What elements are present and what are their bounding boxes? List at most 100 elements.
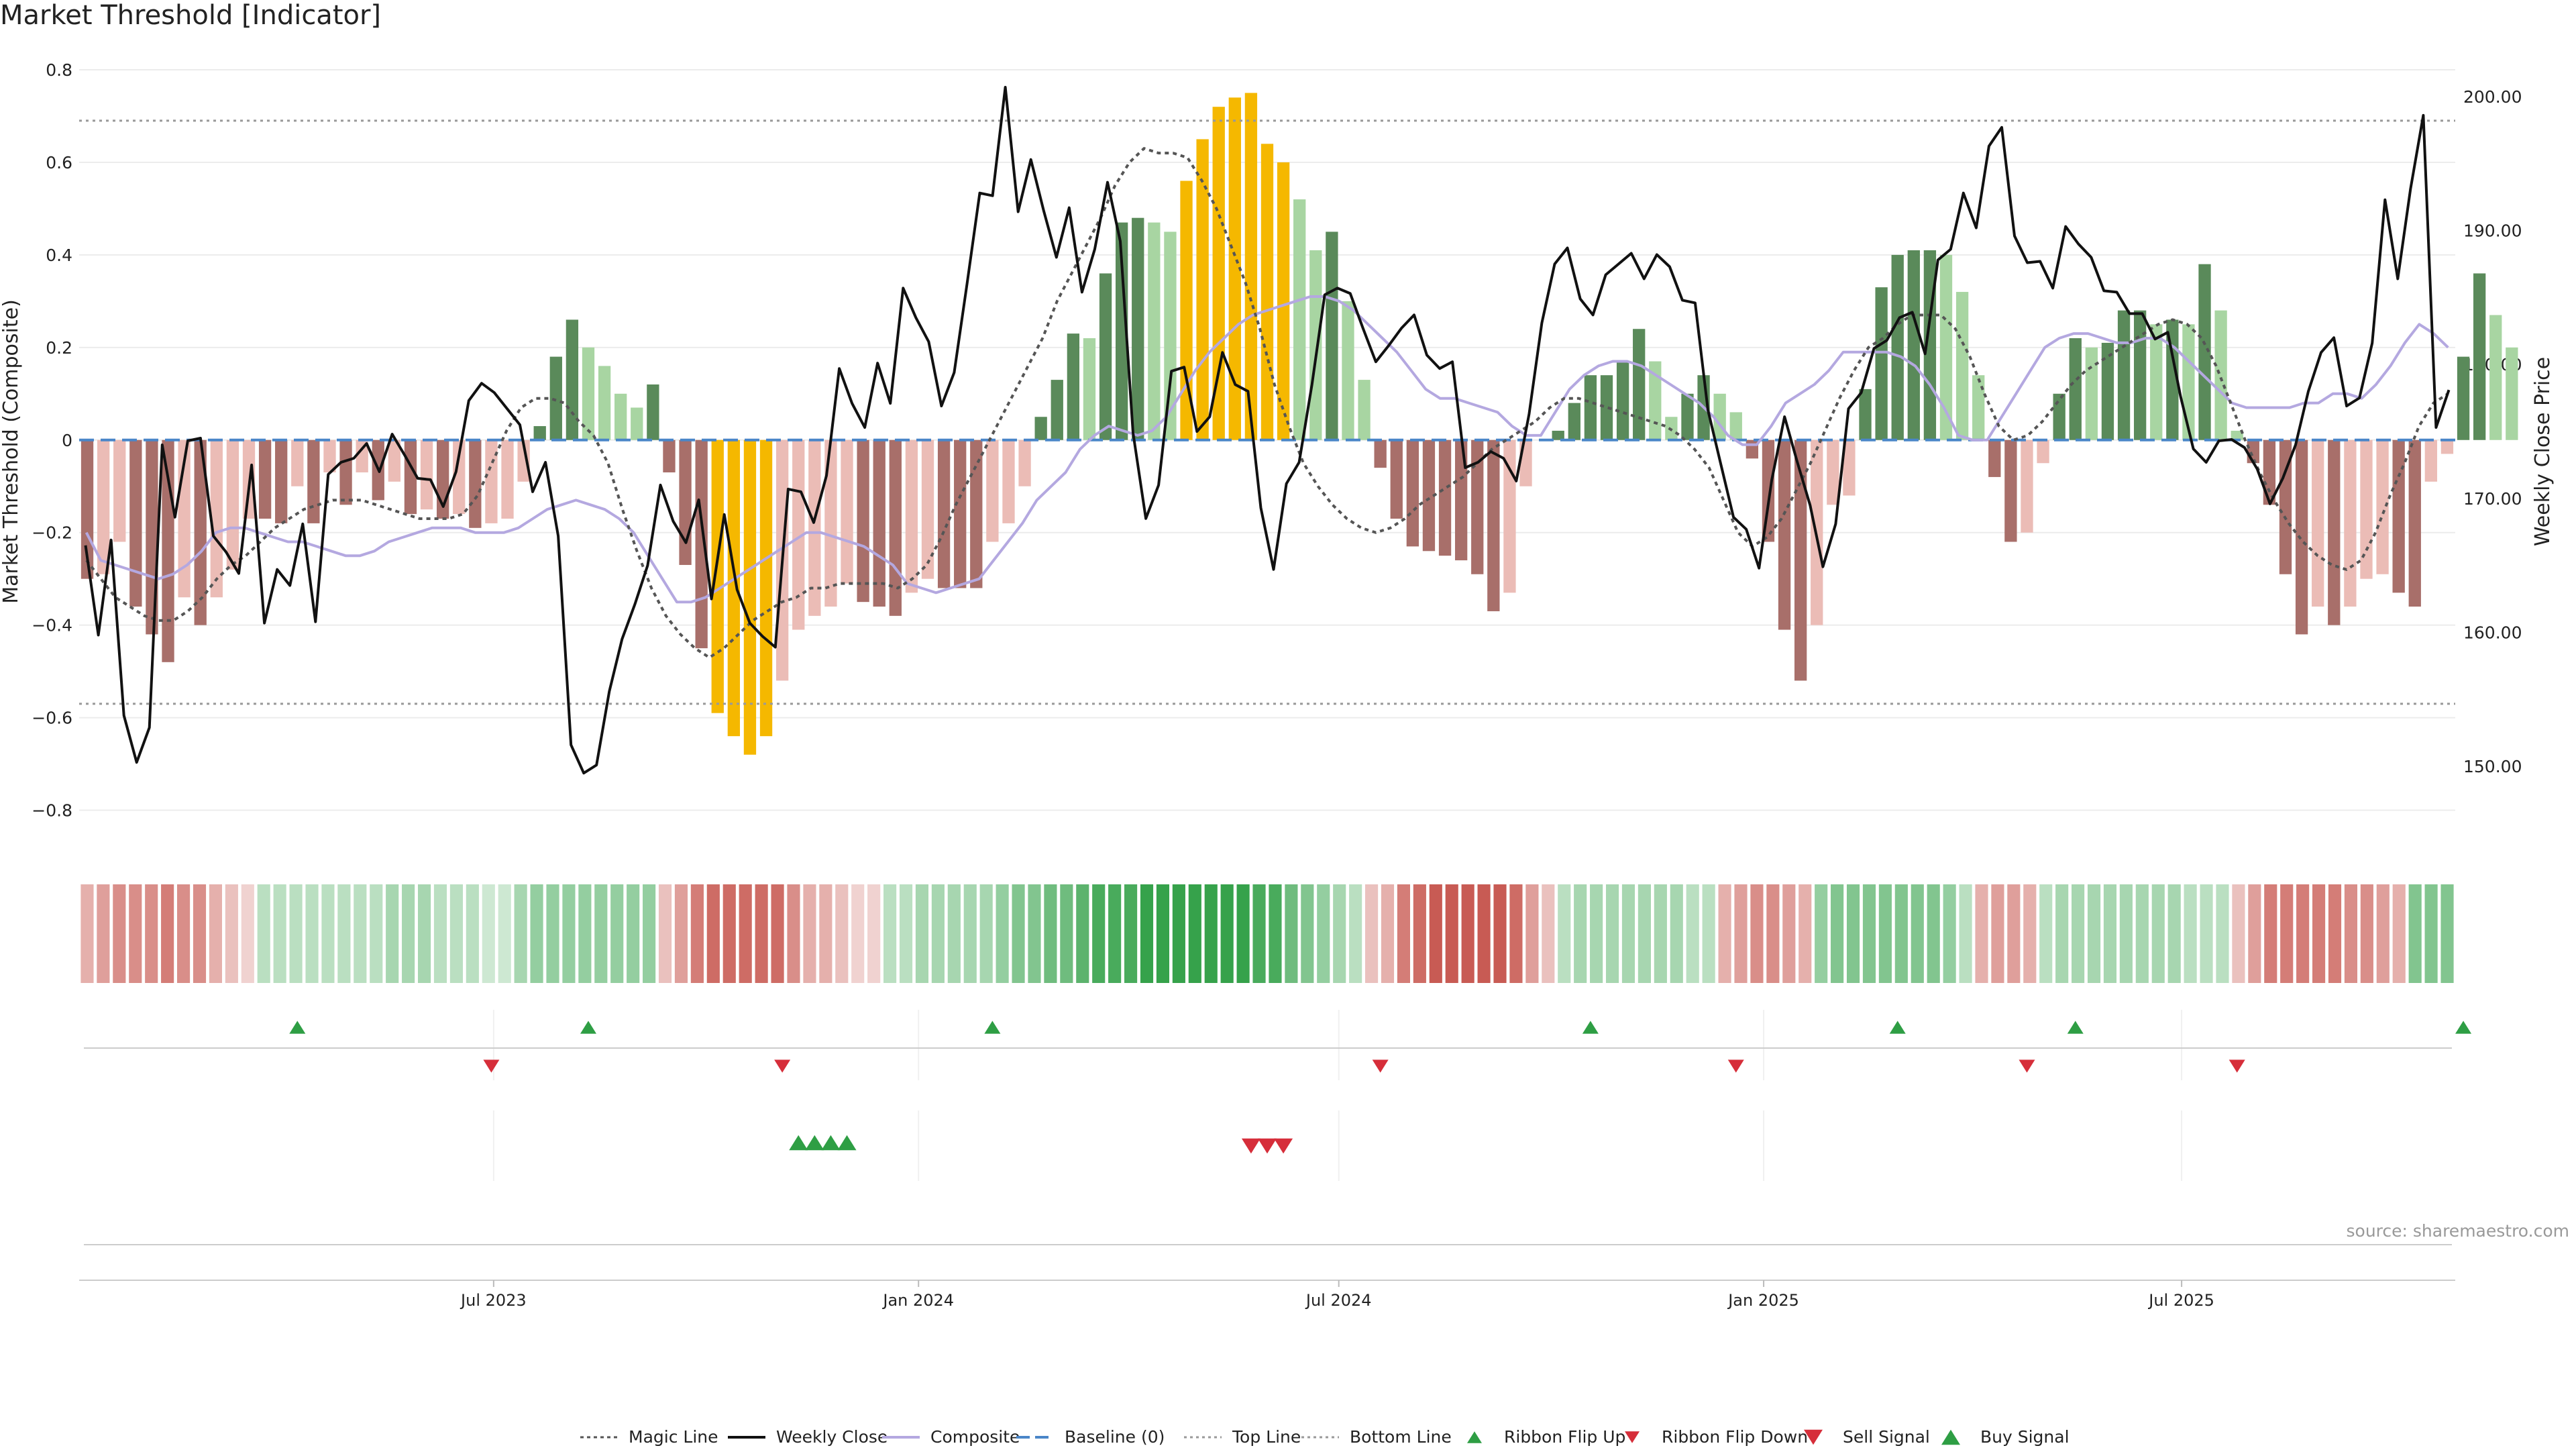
composite-bar xyxy=(2085,347,2098,440)
ribbon-cell xyxy=(1397,884,1410,983)
composite-bar xyxy=(1891,254,1904,440)
ribbon-cell xyxy=(931,884,945,983)
ribbon-flip-down-marker xyxy=(2019,1059,2035,1073)
composite-bar xyxy=(1051,380,1063,440)
ribbon-cell xyxy=(1975,884,1988,983)
ribbon-flip-down-marker xyxy=(1727,1059,1744,1073)
composite-bar xyxy=(307,439,320,523)
ribbon-cell xyxy=(1605,884,1619,983)
y2-tick-label: 200.00 xyxy=(2463,87,2522,107)
legend-entry: Magic Line xyxy=(580,1427,718,1447)
composite-bar xyxy=(501,439,514,519)
ribbon-cell xyxy=(627,884,640,983)
composite-bar xyxy=(1859,388,1872,440)
composite-bar xyxy=(1132,217,1144,440)
sell-signal-marker xyxy=(1274,1138,1293,1154)
ribbon-cell xyxy=(739,884,752,983)
ribbon-flip-down-marker xyxy=(1372,1059,1389,1073)
sell-signal-marker xyxy=(1258,1138,1277,1154)
ribbon-cell xyxy=(1670,884,1683,983)
ribbon-cell xyxy=(1349,884,1362,983)
composite-bar xyxy=(258,439,272,519)
ribbon-cell xyxy=(514,884,527,983)
ribbon-cell xyxy=(1364,884,1379,983)
composite-bar xyxy=(1309,250,1322,440)
composite-bar xyxy=(1471,439,1484,574)
ribbon-cell xyxy=(1734,884,1748,983)
composite-bar xyxy=(1115,222,1128,440)
ribbon-cell xyxy=(113,884,126,983)
composite-bar xyxy=(1616,361,1629,440)
ribbon-cell xyxy=(996,884,1009,983)
composite-bar xyxy=(905,439,918,593)
composite-bar xyxy=(1228,97,1241,440)
composite-bar xyxy=(1487,439,1500,611)
ribbon-cell xyxy=(402,884,415,983)
legend-entry: Sell Signal xyxy=(1843,1427,1930,1447)
composite-bar xyxy=(2198,264,2211,440)
ribbon-flip-up-marker xyxy=(2067,1021,2084,1034)
ribbon-cell xyxy=(2344,884,2358,983)
ribbon-cell xyxy=(161,884,174,983)
ribbon-cell xyxy=(80,884,94,983)
ribbon-cell xyxy=(803,884,816,983)
ribbon-cell xyxy=(1333,884,1346,983)
composite-bar xyxy=(2360,439,2373,579)
ribbon-flip-down-marker xyxy=(2229,1059,2245,1073)
composite-bar xyxy=(453,439,466,515)
buy-signal-marker xyxy=(805,1135,824,1151)
composite-bar xyxy=(80,439,94,579)
composite-bar xyxy=(808,439,821,616)
ribbon-cell xyxy=(2392,884,2406,983)
ribbon-cell xyxy=(1959,884,1972,983)
ribbon-cell xyxy=(1076,884,1089,983)
composite-bar xyxy=(1600,375,1613,440)
composite-bar xyxy=(954,439,967,588)
legend-label: Buy Signal xyxy=(1980,1427,2070,1447)
ribbon-cell xyxy=(963,884,977,983)
composite-bar xyxy=(210,439,223,598)
composite-bar xyxy=(1244,93,1258,440)
composite-bar xyxy=(2473,273,2486,440)
ribbon-cell xyxy=(1108,884,1122,983)
ribbon-cell xyxy=(1044,884,1057,983)
legend-label: Magic Line xyxy=(629,1427,718,1447)
ribbon-cell xyxy=(2376,884,2390,983)
ribbon-flip-up-marker xyxy=(984,1021,1001,1034)
ribbon-cell xyxy=(2424,884,2438,983)
ribbon-cell xyxy=(1429,884,1442,983)
ribbon-cell xyxy=(257,884,270,983)
ribbon-cell xyxy=(594,884,608,983)
composite-bar xyxy=(1260,144,1274,440)
y-tick-label: −0.6 xyxy=(32,709,72,728)
composite-bar xyxy=(2117,310,2131,440)
ribbon-cell xyxy=(305,884,319,983)
ribbon-cell xyxy=(1766,884,1780,983)
y2-tick-label: 150.00 xyxy=(2463,757,2522,776)
ribbon-cell xyxy=(1188,884,1201,983)
composite-bar xyxy=(1955,292,1969,440)
ribbon-cell xyxy=(1638,884,1651,983)
ribbon-cell xyxy=(2232,884,2245,983)
ribbon-cell xyxy=(610,884,624,983)
ribbon-cell xyxy=(193,884,207,983)
composite-bar xyxy=(937,439,951,588)
composite-bar xyxy=(1326,231,1338,440)
legend-entry: Top Line xyxy=(1184,1427,1301,1447)
ribbon-cell xyxy=(97,884,110,983)
ribbon-cell xyxy=(129,884,142,983)
composite-bar xyxy=(323,439,336,473)
ribbon-cell xyxy=(2007,884,2021,983)
ribbon-flip-up-marker xyxy=(2455,1021,2472,1034)
ribbon-cell xyxy=(2216,884,2229,983)
legend-entry: Ribbon Flip Up xyxy=(1504,1427,1625,1447)
ribbon-cell xyxy=(819,884,833,983)
ribbon-cell xyxy=(225,884,238,983)
ribbon-cell xyxy=(562,884,576,983)
ribbon-cell xyxy=(1718,884,1731,983)
composite-bar xyxy=(824,439,837,607)
composite-bar xyxy=(1568,403,1580,440)
composite-bar xyxy=(1907,250,1920,440)
composite-bar xyxy=(711,439,724,713)
buy-signal-marker xyxy=(837,1135,857,1151)
